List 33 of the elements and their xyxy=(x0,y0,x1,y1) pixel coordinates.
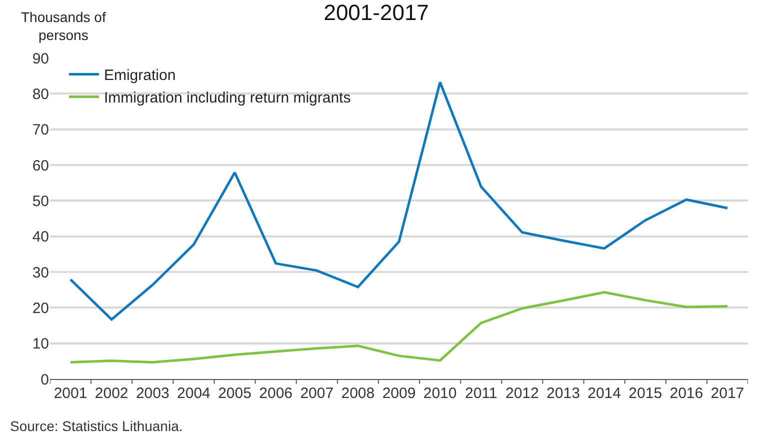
x-tick-label: 2007 xyxy=(300,385,334,402)
x-tick-label: 2010 xyxy=(423,385,457,402)
y-tick-label: 80 xyxy=(32,86,49,103)
y-tick-label: 60 xyxy=(32,157,49,174)
x-tick-label: 2008 xyxy=(341,385,375,402)
x-tick-label: 2003 xyxy=(136,385,170,402)
y-tick-label: 0 xyxy=(40,371,49,388)
source-note: Source: Statistics Lithuania. xyxy=(10,418,183,434)
legend-label: Immigration including return migrants xyxy=(104,90,351,107)
line-series xyxy=(69,291,729,364)
x-tick-label: 2012 xyxy=(505,385,539,402)
legend-label: Emigration xyxy=(104,67,176,84)
y-tick-label: 70 xyxy=(32,122,49,139)
y-tick-label: 10 xyxy=(32,336,49,353)
x-tick-label: 2009 xyxy=(382,385,416,402)
x-tick-label: 2016 xyxy=(670,385,704,402)
x-tick-label: 2017 xyxy=(710,385,744,402)
x-tick-label: 2002 xyxy=(94,385,128,402)
x-tick-label: 2015 xyxy=(628,385,662,402)
x-tick-label: 2004 xyxy=(177,385,210,402)
y-axis-title: Thousands of persons xyxy=(21,9,106,44)
x-tick-label: 2001 xyxy=(54,385,88,402)
y-tick-label: 90 xyxy=(32,50,49,68)
x-tick-label: 2005 xyxy=(218,385,252,402)
x-tick-label: 2013 xyxy=(546,385,580,402)
x-tick-label: 2014 xyxy=(588,385,621,402)
y-tick-label: 30 xyxy=(32,264,49,282)
y-tick-label: 50 xyxy=(32,192,49,210)
x-tick-label: 2011 xyxy=(464,385,498,402)
chart-title: 2001-2017 xyxy=(324,0,429,25)
x-tick-label: 2006 xyxy=(259,385,293,402)
y-tick-label: 40 xyxy=(32,228,49,246)
y-tick-label: 20 xyxy=(32,300,49,317)
